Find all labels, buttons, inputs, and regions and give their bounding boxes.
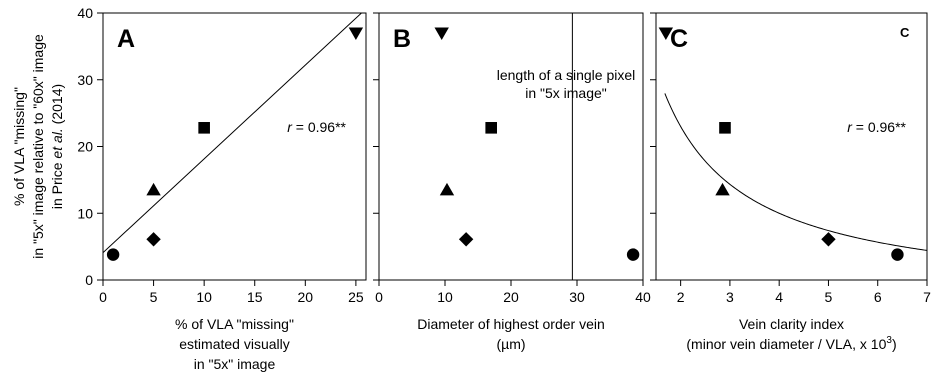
- y-axis-title-part: (2014): [49, 84, 65, 128]
- x-axis-title-superscript: 3: [886, 335, 892, 346]
- x-axis-title-part: (minor vein diameter / VLA, x 10: [686, 336, 886, 352]
- x-axis-title-line: Vein clarity index: [739, 316, 844, 332]
- y-axis-title-italic: et al.: [49, 128, 65, 158]
- y-tick-label: 20: [77, 139, 93, 155]
- y-tick-label: 0: [85, 272, 93, 288]
- y-axis-title-line: in "5x" image relative to "60x" image: [30, 34, 46, 259]
- plot-frame: [655, 12, 928, 281]
- data-point: [719, 122, 731, 134]
- y-tick-label: 40: [77, 5, 93, 21]
- data-point: [458, 232, 474, 247]
- x-tick-label: 4: [775, 289, 783, 305]
- data-point: [626, 248, 640, 261]
- y-axis-title-line: % of VLA "missing": [11, 87, 27, 206]
- x-tick-label: 30: [569, 289, 585, 305]
- data-point: [715, 182, 730, 196]
- marker-triangle-up: [146, 182, 161, 196]
- y-axis-title-part: in Price: [49, 159, 65, 210]
- panel-small-letter: C: [900, 25, 910, 40]
- fit-line: [103, 13, 363, 253]
- x-tick-label: 25: [348, 289, 364, 305]
- x-axis-title-line: (minor vein diameter / VLA, x 103): [686, 335, 896, 352]
- y-axis-title-line: in Price et al. (2014): [49, 84, 65, 209]
- correlation-value: = 0.96**: [852, 119, 907, 135]
- x-axis-title-line: Diameter of highest order vein: [417, 316, 605, 332]
- correlation-annotation: r = 0.96**: [847, 119, 906, 135]
- x-axis-title-line: estimated visually: [179, 336, 290, 352]
- marker-triangle-up: [439, 182, 455, 196]
- panel-letter: A: [117, 25, 135, 53]
- y-tick-label: 30: [77, 72, 93, 88]
- shared-y-axis-title: % of VLA "missing" in "5x" image relative…: [11, 34, 65, 259]
- x-tick-label: 0: [99, 289, 107, 305]
- x-axis-title-part: ): [892, 336, 897, 352]
- x-axis-title-line: % of VLA "missing": [175, 316, 294, 332]
- marker-square: [719, 122, 731, 134]
- marker-triangle-down: [434, 27, 449, 41]
- marker-diamond: [458, 232, 474, 247]
- data-point: [146, 182, 161, 196]
- x-tick-label: 5: [150, 289, 158, 305]
- data-point: [434, 27, 449, 41]
- marker-triangle-down: [348, 27, 364, 41]
- correlation-value: = 0.96**: [292, 119, 347, 135]
- marker-diamond: [146, 232, 161, 247]
- y-tick-label: 10: [77, 205, 93, 221]
- data-point: [821, 232, 836, 247]
- fit-curve: [664, 93, 927, 251]
- x-tick-label: 7: [923, 289, 931, 305]
- plot-frame: [378, 12, 644, 281]
- data-point: [198, 122, 210, 134]
- x-tick-label: 10: [196, 289, 212, 305]
- data-point: [106, 248, 120, 261]
- x-tick-label: 15: [247, 289, 263, 305]
- correlation-symbol: r: [847, 119, 853, 135]
- x-tick-label: 40: [635, 289, 651, 305]
- marker-square: [485, 122, 497, 134]
- x-tick-label: 10: [437, 289, 453, 305]
- data-point: [439, 182, 455, 196]
- x-tick-label: 3: [726, 289, 734, 305]
- marker-circle: [106, 248, 120, 261]
- correlation-annotation: r = 0.96**: [287, 119, 346, 135]
- panel-letter: C: [670, 25, 688, 53]
- x-tick-label: 0: [375, 289, 383, 305]
- plot-frame: [102, 12, 367, 281]
- x-axis-title-line: (µm): [496, 336, 525, 352]
- marker-circle: [891, 248, 904, 261]
- x-tick-label: 5: [825, 289, 833, 305]
- data-point: [348, 27, 364, 41]
- reference-annotation: length of a single pixel: [497, 67, 636, 83]
- reference-annotation: in "5x image": [525, 85, 607, 101]
- marker-circle: [626, 248, 640, 261]
- x-tick-label: 2: [677, 289, 685, 305]
- marker-triangle-up: [715, 182, 730, 196]
- x-axis-title-line: in "5x" image: [194, 356, 276, 372]
- panel-letter: B: [393, 25, 411, 53]
- data-point: [146, 232, 161, 247]
- marker-triangle-down: [658, 27, 674, 41]
- x-tick-label: 20: [298, 289, 314, 305]
- marker-square: [198, 122, 210, 134]
- correlation-symbol: r: [287, 119, 293, 135]
- panel-b: 0 10 20 30 40 Diameter of highest order vein (…: [373, 12, 651, 352]
- marker-diamond: [821, 232, 836, 247]
- data-point: [485, 122, 497, 134]
- data-point: [891, 248, 904, 261]
- panel-c: 2 3 4 5 6 7 Vein clarity index (minor vein diam…: [650, 12, 931, 352]
- x-tick-label: 6: [874, 289, 882, 305]
- data-point: [658, 27, 674, 41]
- x-tick-label: 20: [503, 289, 519, 305]
- panel-a: 0 10 20 30 40 0 5 10 15 20 25 % of VLA "missing" est…: [77, 5, 367, 372]
